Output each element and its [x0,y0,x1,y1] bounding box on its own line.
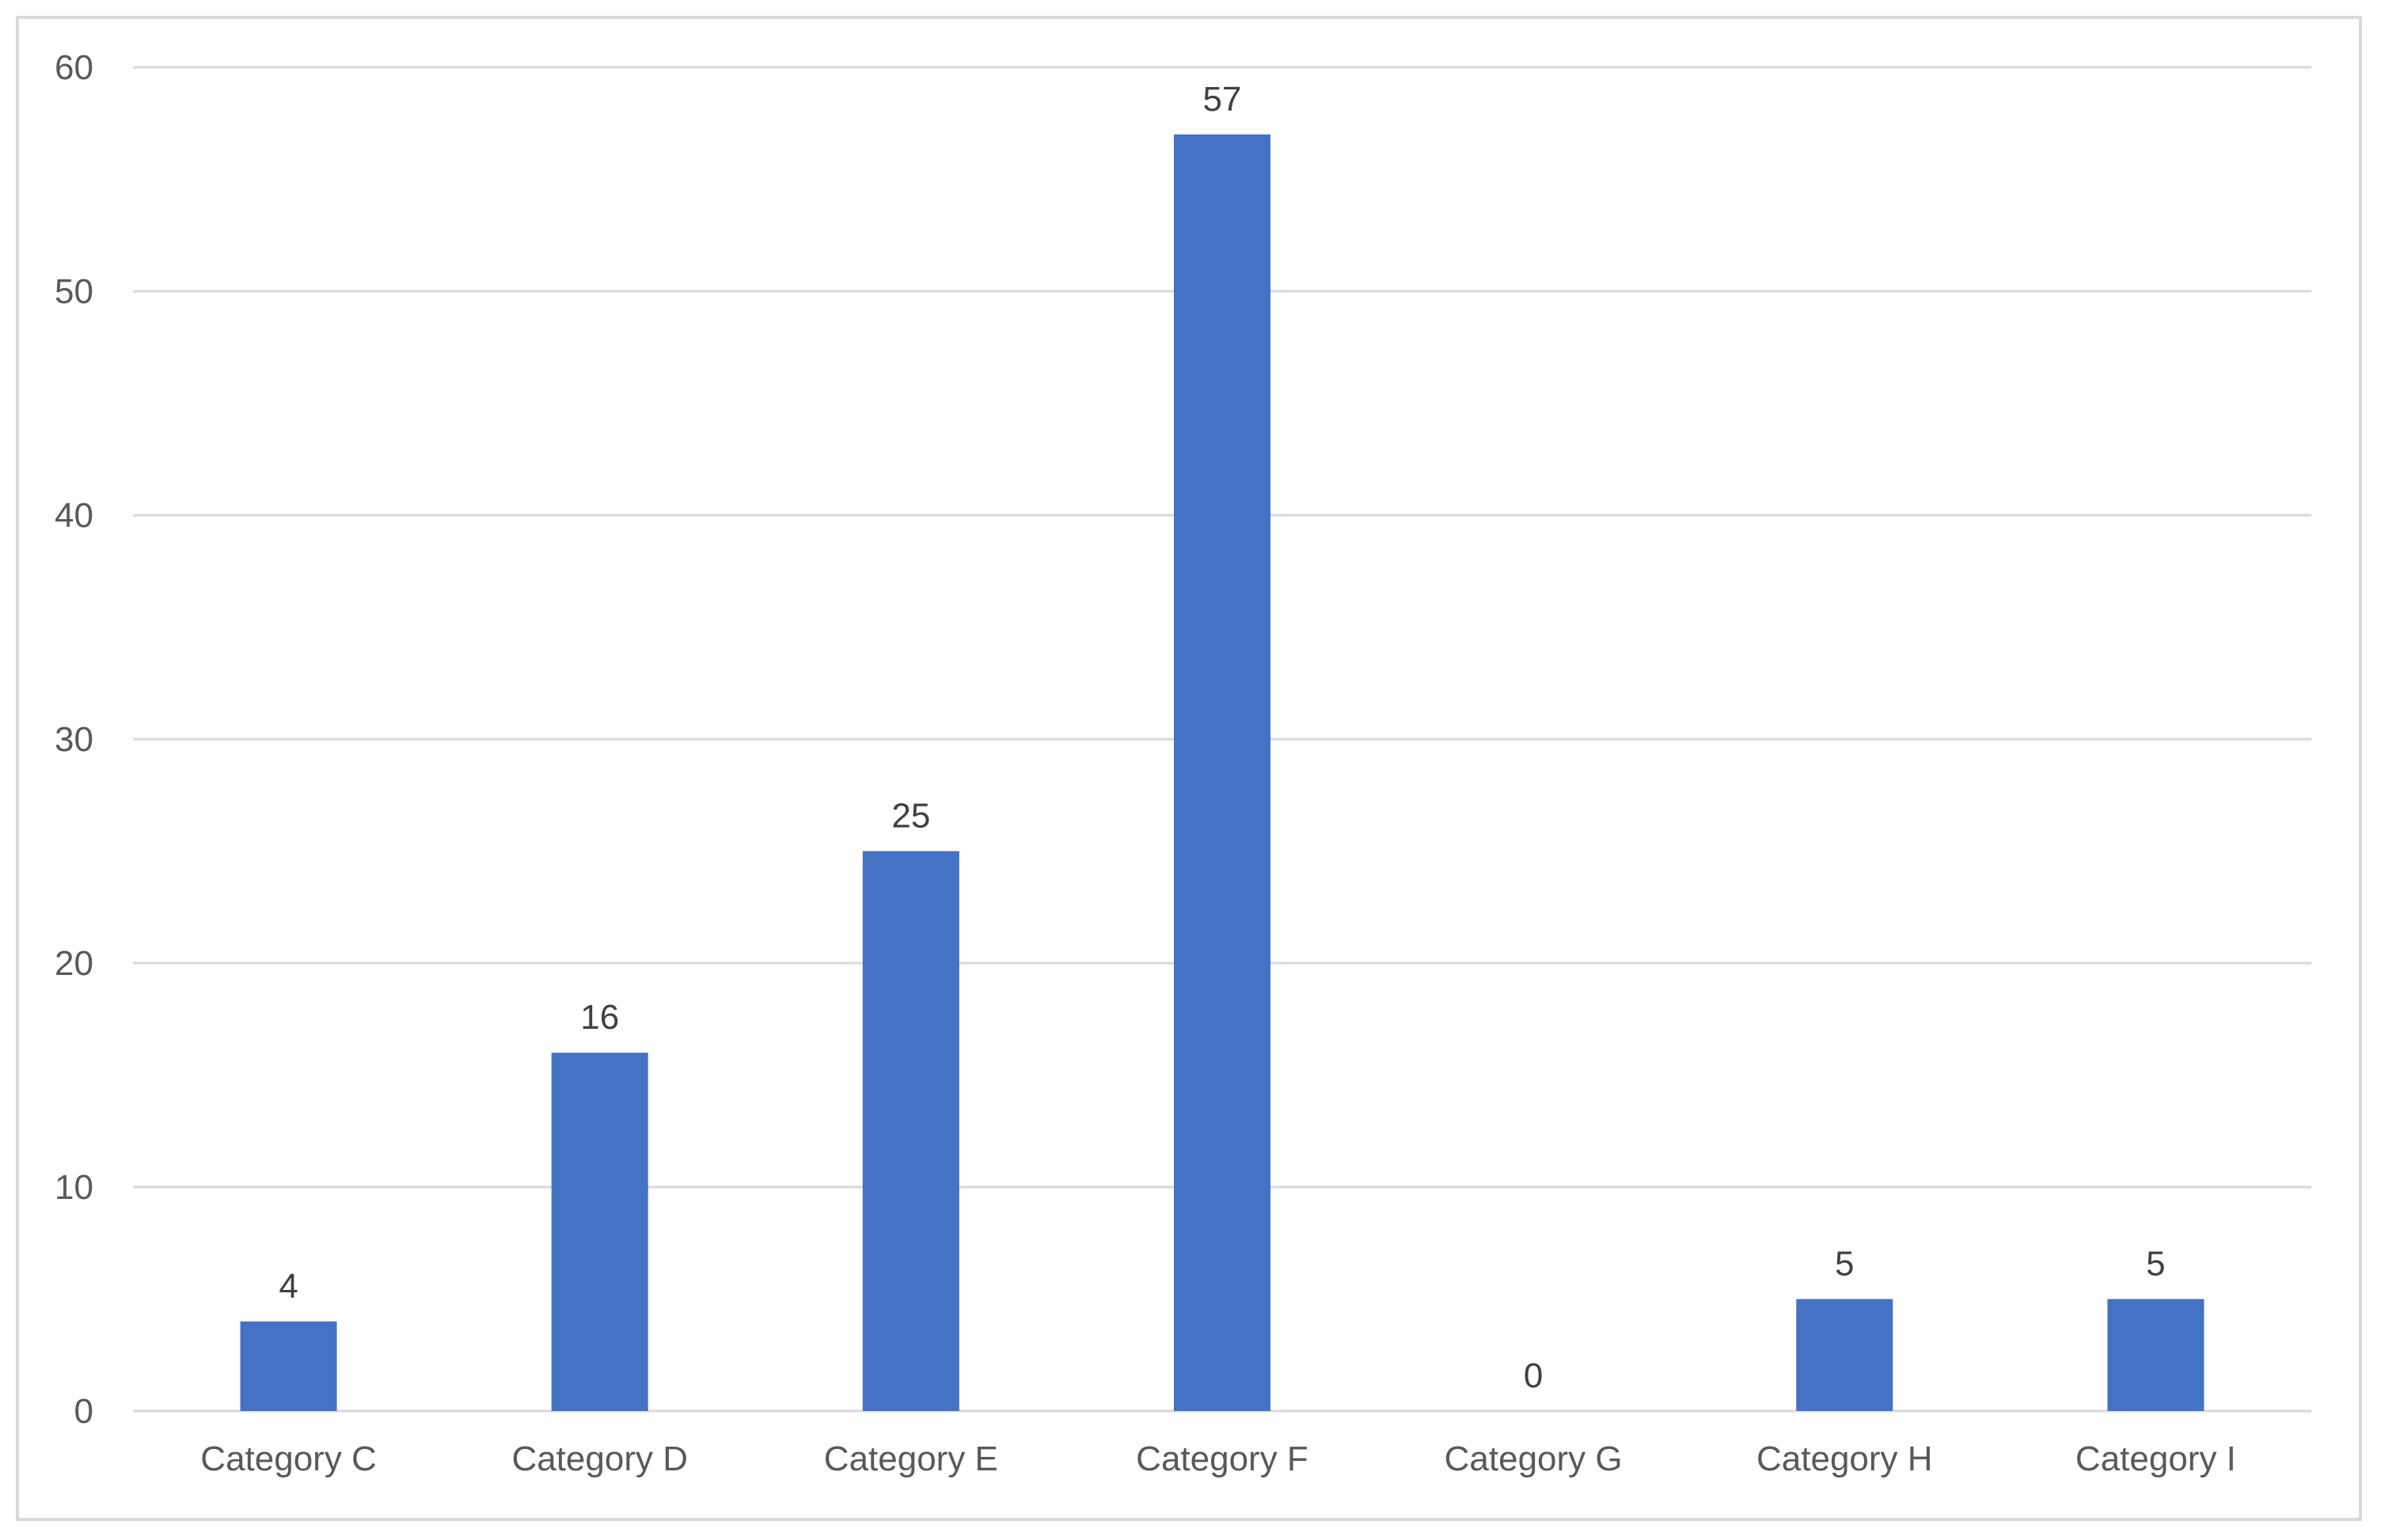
x-tick-label: Category E [824,1439,998,1478]
y-tick-label: 0 [74,1392,93,1431]
x-tick-label: Category F [1136,1439,1308,1478]
y-tick-label: 60 [55,48,93,87]
bars [240,134,2204,1411]
x-tick-label: Category G [1445,1439,1623,1478]
x-tick-label: Category I [2075,1439,2236,1478]
y-tick-label: 10 [55,1168,93,1207]
bar [1174,134,1270,1411]
x-tick-label: Category C [200,1439,377,1478]
data-label: 16 [580,998,619,1037]
bar [1796,1299,1893,1411]
data-label: 4 [279,1267,298,1306]
x-tick-label: Category H [1756,1439,1933,1478]
y-tick-label: 40 [55,496,93,535]
bar [862,851,959,1411]
bar [240,1321,337,1411]
y-tick-label: 30 [55,720,93,759]
data-labels: 4 16 25 57 0 5 5 [279,80,2165,1395]
data-label: 0 [1524,1356,1543,1395]
data-label: 5 [2146,1245,2165,1284]
data-label: 57 [1203,80,1242,119]
data-label: 5 [1835,1245,1854,1284]
y-tick-label: 20 [55,944,93,983]
bar [2107,1299,2204,1411]
data-label: 25 [891,797,930,836]
x-axis-category-labels: Category C Category D Category E Category F… [200,1439,2236,1478]
bar [551,1053,648,1411]
y-axis-tick-labels: 0 10 20 30 40 50 60 [55,48,93,1431]
x-tick-label: Category D [511,1439,688,1478]
y-tick-label: 50 [55,272,93,311]
